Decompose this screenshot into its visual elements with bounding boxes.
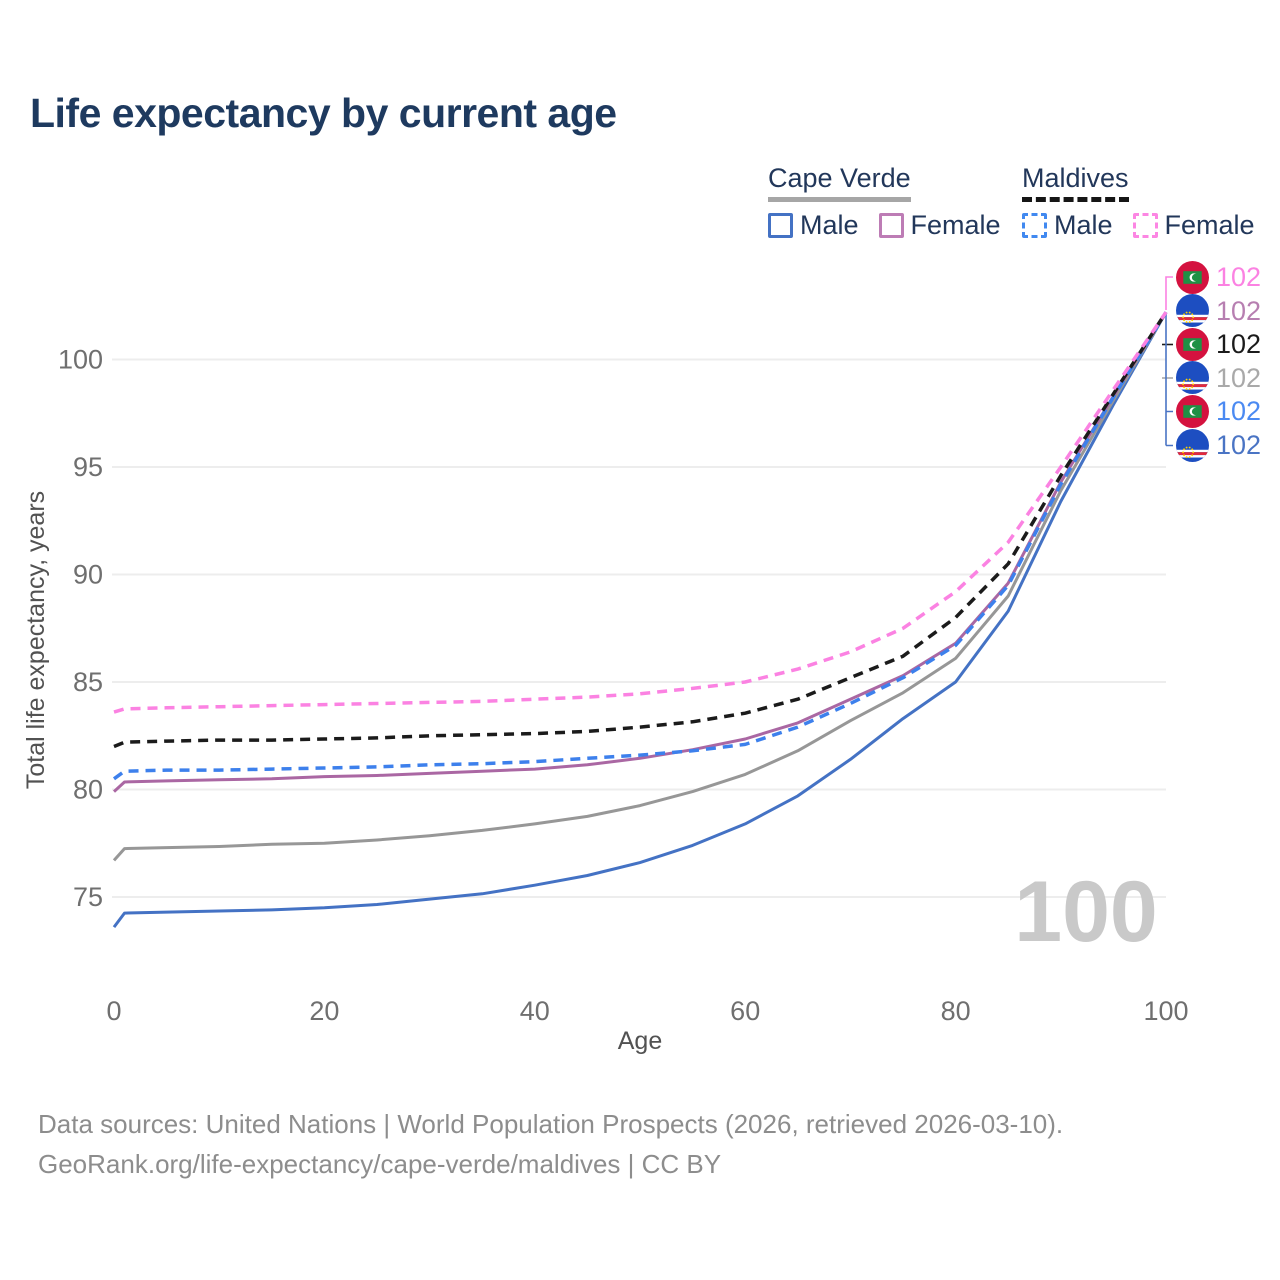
maldives-flag-icon	[1176, 260, 1209, 294]
maldives-male-checkbox-icon[interactable]	[1022, 213, 1047, 238]
svg-text:40: 40	[520, 996, 550, 1026]
legend-items-cape-verde: Male Female	[768, 210, 1001, 241]
series-line-cape-verde-female	[112, 311, 1168, 793]
end-label-value: 102	[1216, 396, 1262, 427]
svg-text:80: 80	[941, 996, 971, 1026]
cape-verde-flag-icon	[1176, 361, 1209, 395]
end-label-cape-verde-male: 102	[1176, 428, 1261, 462]
end-label-maldives-male: 102	[1176, 394, 1261, 428]
svg-text:80: 80	[73, 775, 103, 805]
end-label-maldives-total: 102	[1176, 327, 1261, 361]
end-label-cape-verde-female: 102	[1176, 294, 1261, 328]
svg-text:20: 20	[309, 996, 339, 1026]
x-axis-title: Age	[618, 1027, 662, 1055]
legend-item-maldives-female[interactable]: Female	[1132, 210, 1255, 241]
legend-item-label: Male	[1054, 210, 1113, 240]
legend-item-maldives-male[interactable]: Male	[1022, 210, 1113, 241]
maldives-flag-icon	[1176, 327, 1209, 361]
legend-header-maldives[interactable]: Maldives	[1022, 163, 1129, 202]
y-axis-title: Total life expectancy, years	[22, 491, 50, 789]
maldives-flag-icon	[1176, 394, 1209, 428]
x-axis-ticks: 0 20 40 60 80 100	[106, 996, 1188, 1026]
page-title: Life expectancy by current age	[30, 90, 617, 136]
legend-item-label: Female	[910, 210, 1001, 240]
svg-text:75: 75	[73, 882, 103, 912]
svg-text:90: 90	[73, 560, 103, 590]
series-line-cape-verde-total	[112, 311, 1168, 862]
legend-group-maldives: Maldives Male Female	[1022, 163, 1255, 241]
gridlines	[112, 358, 1166, 898]
y-axis-ticks: 75 80 85 90 95 100	[58, 345, 103, 913]
legend-items-maldives: Male Female	[1022, 210, 1255, 241]
series-line-maldives-total	[113, 311, 1168, 749]
footer-sources-line: Data sources: United Nations | World Pop…	[38, 1109, 1064, 1139]
legend-item-label: Male	[800, 210, 859, 240]
end-label-maldives-female: 102	[1176, 260, 1261, 294]
svg-text:95: 95	[73, 452, 103, 482]
cape-verde-flag-icon	[1176, 294, 1209, 328]
legend-item-cape-verde-male[interactable]: Male	[768, 210, 859, 241]
series-line-maldives-male	[112, 311, 1168, 781]
series-line-maldives-female	[113, 311, 1168, 714]
svg-text:85: 85	[73, 667, 103, 697]
end-label-value: 102	[1216, 362, 1262, 393]
svg-text:100: 100	[58, 345, 103, 375]
leader-lines	[1162, 276, 1173, 447]
cape-verde-flag-icon	[1176, 428, 1209, 462]
footer: Data sources: United Nations | World Pop…	[38, 1104, 1063, 1184]
maldives-female-checkbox-icon[interactable]	[1132, 213, 1158, 238]
end-label-value: 102	[1216, 295, 1262, 326]
end-label-value: 102	[1216, 329, 1262, 360]
legend-group-cape-verde: Cape Verde Male Female	[768, 163, 1001, 241]
end-label-value: 102	[1216, 262, 1262, 292]
end-label-cape-verde-total: 102	[1176, 361, 1261, 395]
svg-text:0: 0	[106, 996, 121, 1026]
legend-header-cape-verde[interactable]: Cape Verde	[768, 163, 911, 202]
end-label-value: 102	[1216, 430, 1262, 460]
series-line-cape-verde-male	[112, 311, 1168, 928]
svg-text:100: 100	[1143, 996, 1188, 1026]
legend-item-label: Female	[1164, 210, 1255, 240]
legend-item-cape-verde-female[interactable]: Female	[878, 210, 1001, 241]
cape-verde-male-checkbox-icon[interactable]	[768, 213, 793, 238]
series-lines	[112, 311, 1168, 928]
cape-verde-female-checkbox-icon[interactable]	[878, 213, 904, 238]
age-watermark: 100	[1014, 864, 1158, 960]
svg-text:60: 60	[730, 996, 760, 1026]
footer-attribution-line: GeoRank.org/life-expectancy/cape-verde/m…	[38, 1149, 722, 1179]
